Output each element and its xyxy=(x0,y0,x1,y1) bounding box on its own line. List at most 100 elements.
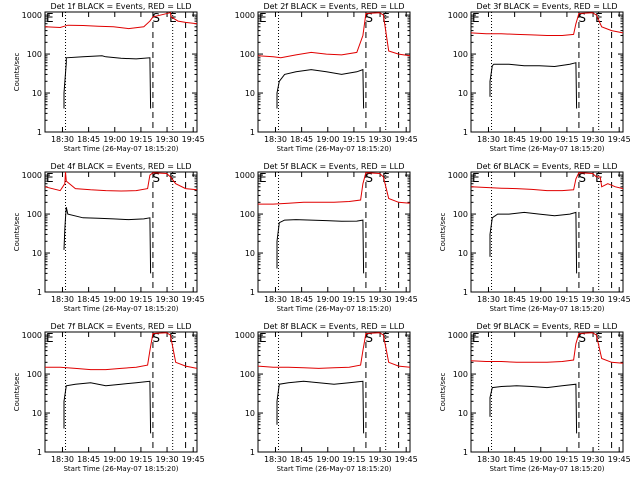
x-tick-label: 19:30 xyxy=(156,295,179,304)
y-tick-label: 10 xyxy=(458,409,468,418)
panel-det-4: Det 4f BLACK = Events, RED = LLD 1 10 100 10… xyxy=(13,162,205,313)
y-tick-label: 10 xyxy=(32,89,42,98)
x-tick-label: 18:45 xyxy=(503,455,526,464)
y-tick-label: 1 xyxy=(37,288,42,297)
x-tick-label: 19:00 xyxy=(529,455,552,464)
x-axis-label: Start Time (26-May-07 18:15:20) xyxy=(489,145,604,153)
x-tick-label: 19:00 xyxy=(529,295,552,304)
marker-label: E xyxy=(472,331,480,345)
x-tick-label: 19:45 xyxy=(395,295,418,304)
series-lld xyxy=(44,171,198,192)
y-tick-label: 10 xyxy=(245,249,255,258)
x-tick-label: 18:45 xyxy=(77,455,100,464)
x-tick-label: 18:30 xyxy=(51,295,74,304)
x-tick-label: 19:15 xyxy=(555,135,578,144)
x-tick-label: 19:30 xyxy=(369,135,392,144)
y-tick-label: 1000 xyxy=(22,331,42,340)
x-tick-label: 18:30 xyxy=(51,455,74,464)
x-tick-label: 19:15 xyxy=(555,455,578,464)
y-tick-label: 10 xyxy=(32,249,42,258)
x-tick-label: 19:30 xyxy=(582,135,605,144)
series-lld xyxy=(258,172,411,205)
y-tick-label: 100 xyxy=(453,370,468,379)
panel-title: Det 9f BLACK = Events, RED = LLD xyxy=(476,322,617,331)
marker-label: E xyxy=(169,331,177,345)
marker-label: E xyxy=(382,171,390,185)
marker-label: S xyxy=(152,331,160,345)
y-tick-label: 1 xyxy=(37,128,42,137)
panel-det-3: Det 3f BLACK = Events, RED = LLD 1 10 100 10… xyxy=(448,2,631,153)
x-tick-label: 19:00 xyxy=(103,295,126,304)
x-tick-label: 19:30 xyxy=(156,135,179,144)
x-tick-label: 19:00 xyxy=(316,135,339,144)
series-events xyxy=(63,380,152,434)
plot-frame xyxy=(257,171,411,293)
y-axis-label: Counts/sec xyxy=(439,373,447,412)
panel-det-8: Det 8f BLACK = Events, RED = LLD 1 10 100 10… xyxy=(235,322,418,473)
panel-title: Det 1f BLACK = Events, RED = LLD xyxy=(50,2,191,11)
series-events xyxy=(63,207,152,274)
series-lld xyxy=(44,12,198,30)
x-tick-label: 18:30 xyxy=(264,135,287,144)
x-tick-label: 19:30 xyxy=(369,295,392,304)
y-tick-label: 1000 xyxy=(235,331,255,340)
marker-label: E xyxy=(595,171,603,185)
marker-label: E xyxy=(472,171,480,185)
x-axis-label: Start Time (26-May-07 18:15:20) xyxy=(276,305,391,313)
marker-label: S xyxy=(578,331,586,345)
marker-label: E xyxy=(259,171,267,185)
y-tick-label: 1000 xyxy=(235,171,255,180)
x-tick-label: 18:30 xyxy=(477,455,500,464)
x-tick-label: 19:45 xyxy=(608,135,631,144)
plot-frame xyxy=(257,331,411,453)
y-tick-label: 10 xyxy=(245,89,255,98)
x-tick-label: 19:15 xyxy=(342,455,365,464)
x-tick-label: 19:45 xyxy=(395,455,418,464)
panel-det-2: Det 2f BLACK = Events, RED = LLD 1 10 100 10… xyxy=(235,2,418,153)
panel-det-7: Det 7f BLACK = Events, RED = LLD 1 10 100 10… xyxy=(13,322,205,473)
y-tick-label: 1 xyxy=(250,128,255,137)
x-axis-label: Start Time (26-May-07 18:15:20) xyxy=(63,305,178,313)
marker-label: E xyxy=(259,11,267,25)
y-tick-label: 10 xyxy=(458,249,468,258)
series-lld xyxy=(257,12,411,59)
y-tick-label: 1 xyxy=(250,448,255,457)
marker-label: E xyxy=(382,331,390,345)
y-tick-label: 100 xyxy=(453,50,468,59)
marker-label: E xyxy=(472,11,480,25)
x-axis-label: Start Time (26-May-07 18:15:20) xyxy=(63,465,178,473)
panel-title: Det 2f BLACK = Events, RED = LLD xyxy=(263,2,404,11)
y-axis-label: Counts/sec xyxy=(439,213,447,252)
y-tick-label: 1 xyxy=(250,288,255,297)
x-tick-label: 18:30 xyxy=(477,135,500,144)
series-events xyxy=(276,219,365,274)
x-tick-label: 18:45 xyxy=(77,135,100,144)
y-axis-label: Counts/sec xyxy=(13,53,21,92)
plot-frame xyxy=(44,11,198,133)
x-axis-label: Start Time (26-May-07 18:15:20) xyxy=(489,305,604,313)
x-tick-label: 19:45 xyxy=(608,455,631,464)
x-axis-label: Start Time (26-May-07 18:15:20) xyxy=(489,465,604,473)
y-axis-label: Counts/sec xyxy=(13,373,21,412)
x-tick-label: 19:30 xyxy=(582,455,605,464)
y-tick-label: 100 xyxy=(240,370,255,379)
marker-label: S xyxy=(152,11,160,25)
x-tick-label: 19:00 xyxy=(103,135,126,144)
plot-frame xyxy=(470,11,624,133)
y-tick-label: 1000 xyxy=(235,11,255,20)
marker-label: S xyxy=(365,171,373,185)
x-tick-label: 19:45 xyxy=(608,295,631,304)
panel-title: Det 5f BLACK = Events, RED = LLD xyxy=(263,162,404,171)
panel-title: Det 7f BLACK = Events, RED = LLD xyxy=(50,322,191,331)
y-tick-label: 1000 xyxy=(448,331,468,340)
y-tick-label: 100 xyxy=(240,210,255,219)
x-tick-label: 19:45 xyxy=(182,135,205,144)
x-tick-label: 19:15 xyxy=(129,135,152,144)
x-tick-label: 18:30 xyxy=(264,295,287,304)
series-events xyxy=(276,380,365,434)
x-tick-label: 19:00 xyxy=(316,455,339,464)
x-tick-label: 19:45 xyxy=(182,455,205,464)
x-tick-label: 18:45 xyxy=(503,135,526,144)
plot-frame xyxy=(44,171,198,293)
